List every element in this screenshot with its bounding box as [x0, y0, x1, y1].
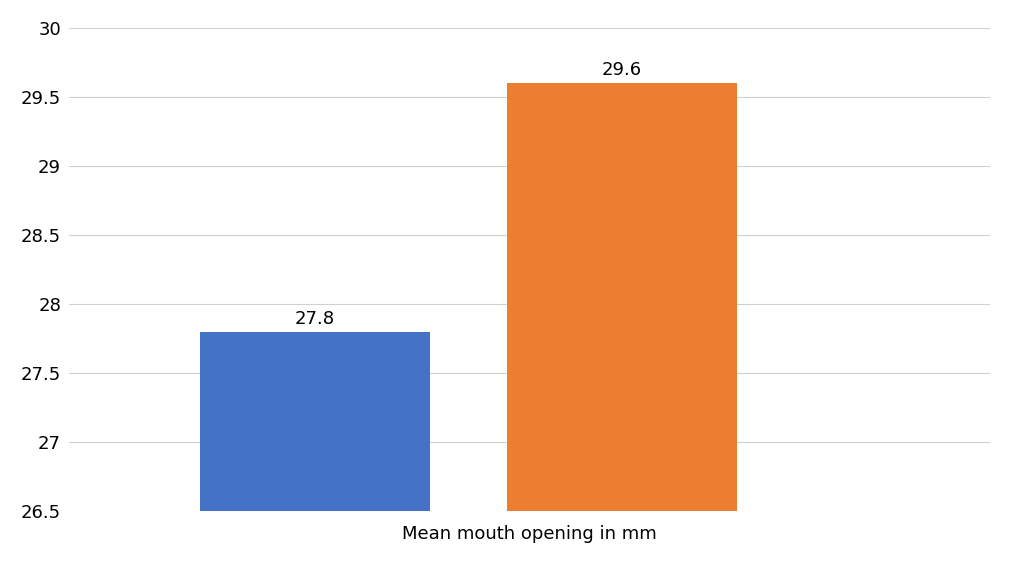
Text: 27.8: 27.8: [295, 310, 335, 328]
Bar: [507, 83, 737, 564]
Bar: [200, 332, 430, 564]
X-axis label: Mean mouth opening in mm: Mean mouth opening in mm: [402, 525, 657, 543]
Text: 29.6: 29.6: [602, 61, 642, 79]
